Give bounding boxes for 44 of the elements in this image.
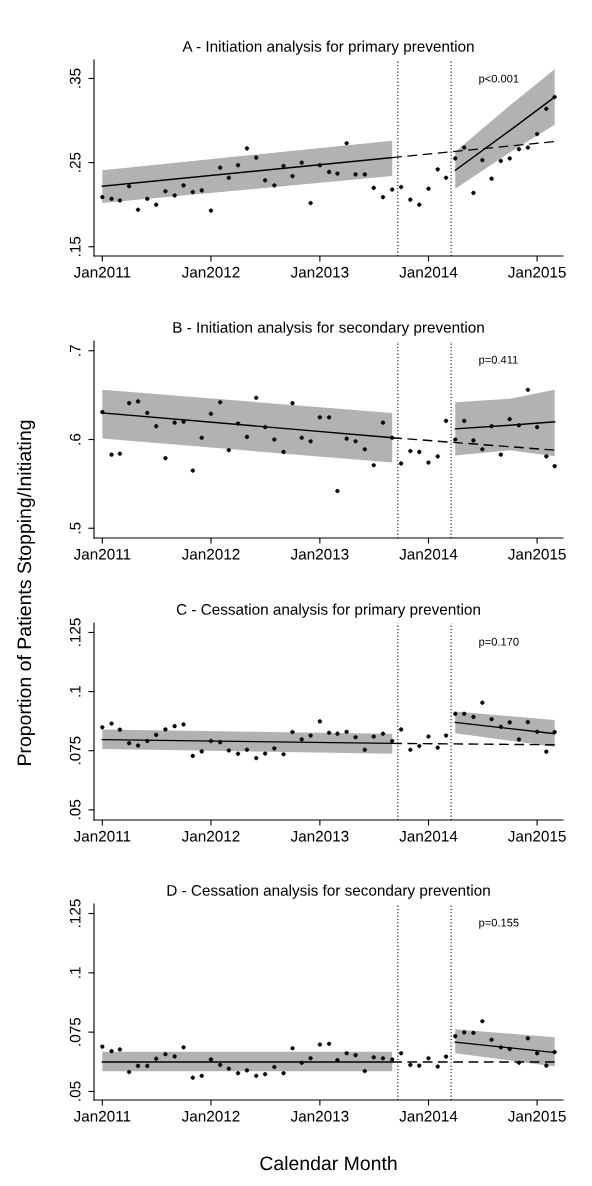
x-tick-label: Jan2011 — [73, 548, 131, 560]
chart-title: D - Cessation analysis for secondary prevention — [167, 884, 490, 899]
x-tick-label: Jan2015 — [508, 548, 566, 560]
x-tick-label: Jan2014 — [399, 548, 458, 560]
y-tick-label: .25 — [69, 152, 81, 172]
y-tick-label: .05 — [69, 799, 81, 820]
y-axis-title: Proportion of Patients Stopping/Initiating — [16, 420, 36, 765]
x-tick-label: Jan2013 — [290, 830, 349, 842]
y-tick-label: .075 — [69, 1017, 81, 1046]
x-tick-label: Jan2012 — [181, 830, 240, 842]
y-tick-label: .35 — [69, 68, 81, 88]
x-tick-label: Jan2013 — [290, 266, 349, 278]
x-tick-label: Jan2012 — [181, 1110, 240, 1122]
y-tick-label: .15 — [69, 236, 81, 256]
annotation: p=0.411 — [479, 355, 518, 366]
x-tick-label: Jan2014 — [399, 266, 458, 278]
y-tick-label: .1 — [69, 967, 81, 978]
x-tick-label: Jan2013 — [290, 1110, 349, 1122]
x-tick-label: Jan2014 — [399, 1110, 458, 1122]
y-tick-label: .075 — [69, 736, 81, 765]
annotation: p=0.170 — [479, 637, 519, 648]
x-tick-label: Jan2012 — [181, 548, 240, 560]
x-tick-label: Jan2011 — [73, 266, 131, 278]
x-axis-title: Calendar Month — [260, 1155, 397, 1171]
chart-title: C - Cessation analysis for primary prevention — [176, 603, 480, 618]
x-tick-label: Jan2012 — [181, 266, 240, 278]
annotation: p<0.001 — [479, 74, 519, 85]
x-tick-label: Jan2015 — [508, 266, 566, 278]
x-tick-label: Jan2013 — [290, 548, 349, 560]
y-tick-label: .125 — [69, 899, 81, 927]
chart-title: B - Initiation analysis for secondary prevention — [173, 321, 484, 336]
y-tick-label: .6 — [69, 433, 81, 445]
y-tick-label: .5 — [69, 522, 81, 534]
chart-title: A - Initiation analysis for primary prevention — [182, 40, 474, 55]
x-tick-label: Jan2015 — [508, 830, 566, 842]
x-tick-label: Jan2011 — [73, 1110, 131, 1122]
y-tick-label: .05 — [69, 1081, 81, 1101]
annotation: p=0.155 — [479, 918, 519, 929]
x-tick-label: Jan2014 — [399, 830, 458, 842]
y-tick-label: .125 — [69, 618, 81, 646]
x-tick-label: Jan2011 — [73, 830, 131, 842]
x-tick-label: Jan2015 — [508, 1110, 566, 1122]
y-tick-label: .1 — [69, 685, 81, 697]
y-tick-label: .7 — [69, 345, 81, 356]
